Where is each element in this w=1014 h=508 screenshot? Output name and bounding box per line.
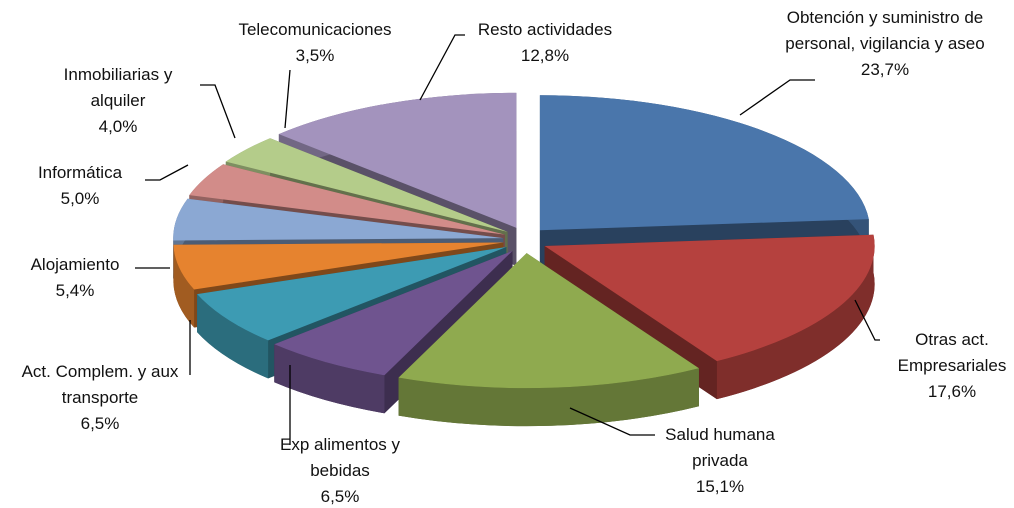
slice-label: Exp alimentos y bebidas 6,5%: [260, 432, 420, 508]
value-label: 5,4%: [55, 281, 95, 300]
slice: [197, 247, 507, 341]
category-label: Informática: [37, 163, 123, 182]
category-label: Resto actividades: [477, 20, 613, 39]
slice-label: Act. Complem. y aux transporte 6,5%: [0, 359, 200, 437]
slice-label: Salud humana privada 15,1%: [650, 422, 790, 500]
slice-label: Inmobiliarias y alquiler 4,0%: [53, 62, 183, 140]
slice: [189, 164, 505, 235]
slice-side: [716, 234, 875, 400]
category-label: Inmobiliarias y alquiler: [63, 65, 173, 110]
value-label: 4,0%: [98, 117, 138, 136]
slice: [398, 253, 699, 389]
slice-label: Otras act. Empresariales 17,6%: [882, 327, 1014, 405]
leader-line: [739, 79, 815, 116]
value-label: 12,8%: [520, 46, 570, 65]
leader-line: [284, 69, 291, 129]
leader-line: [419, 34, 465, 101]
leader-line: [200, 84, 236, 139]
slice-label: Alojamiento 5,4%: [10, 252, 140, 304]
leader-lines: [135, 34, 880, 445]
leader-line: [854, 299, 880, 341]
category-label: Otras act. Empresariales: [897, 330, 1007, 375]
value-label: 15,1%: [695, 477, 745, 496]
slice-side: [197, 294, 269, 379]
category-label: Act. Complem. y aux transporte: [21, 362, 179, 407]
slice-label: Resto actividades 12,8%: [455, 17, 635, 69]
slice: [225, 138, 508, 232]
category-label: Obtención y suministro de personal, vigi…: [785, 8, 985, 53]
slice-label: Obtención y suministro de personal, vigi…: [785, 5, 985, 83]
value-label: 5,0%: [60, 189, 100, 208]
slice: [544, 234, 875, 362]
value-label: 3,5%: [295, 46, 335, 65]
slice-side: [398, 368, 699, 427]
value-label: 23,7%: [860, 60, 910, 79]
slice: [539, 95, 869, 231]
slice-label: Informática 5,0%: [15, 160, 145, 212]
leader-line: [569, 407, 655, 436]
value-label: 17,6%: [927, 382, 977, 401]
slice-side: [173, 244, 195, 328]
category-label: Telecomunicaciones: [238, 20, 392, 39]
category-label: Alojamiento: [30, 255, 120, 274]
value-label: 6,5%: [320, 487, 360, 506]
slice: [173, 242, 504, 290]
slice: [278, 92, 517, 228]
category-label: Salud humana privada: [665, 425, 775, 470]
category-label: Exp alimentos y bebidas: [280, 435, 400, 480]
slice: [274, 250, 513, 376]
slices: [173, 92, 875, 427]
value-label: 6,5%: [80, 414, 120, 433]
slice-label: Telecomunicaciones 3,5%: [215, 17, 415, 69]
leader-line: [145, 164, 189, 181]
slice-side: [274, 344, 385, 414]
slice: [173, 198, 504, 241]
